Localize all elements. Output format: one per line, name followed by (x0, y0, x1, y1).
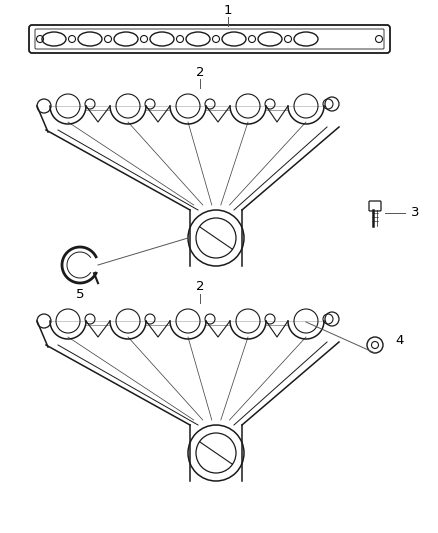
Text: 5: 5 (76, 288, 84, 302)
Text: 2: 2 (196, 280, 204, 294)
Text: 3: 3 (411, 206, 419, 220)
Text: 2: 2 (196, 66, 204, 78)
Text: 1: 1 (224, 4, 232, 17)
Text: 4: 4 (396, 334, 404, 346)
